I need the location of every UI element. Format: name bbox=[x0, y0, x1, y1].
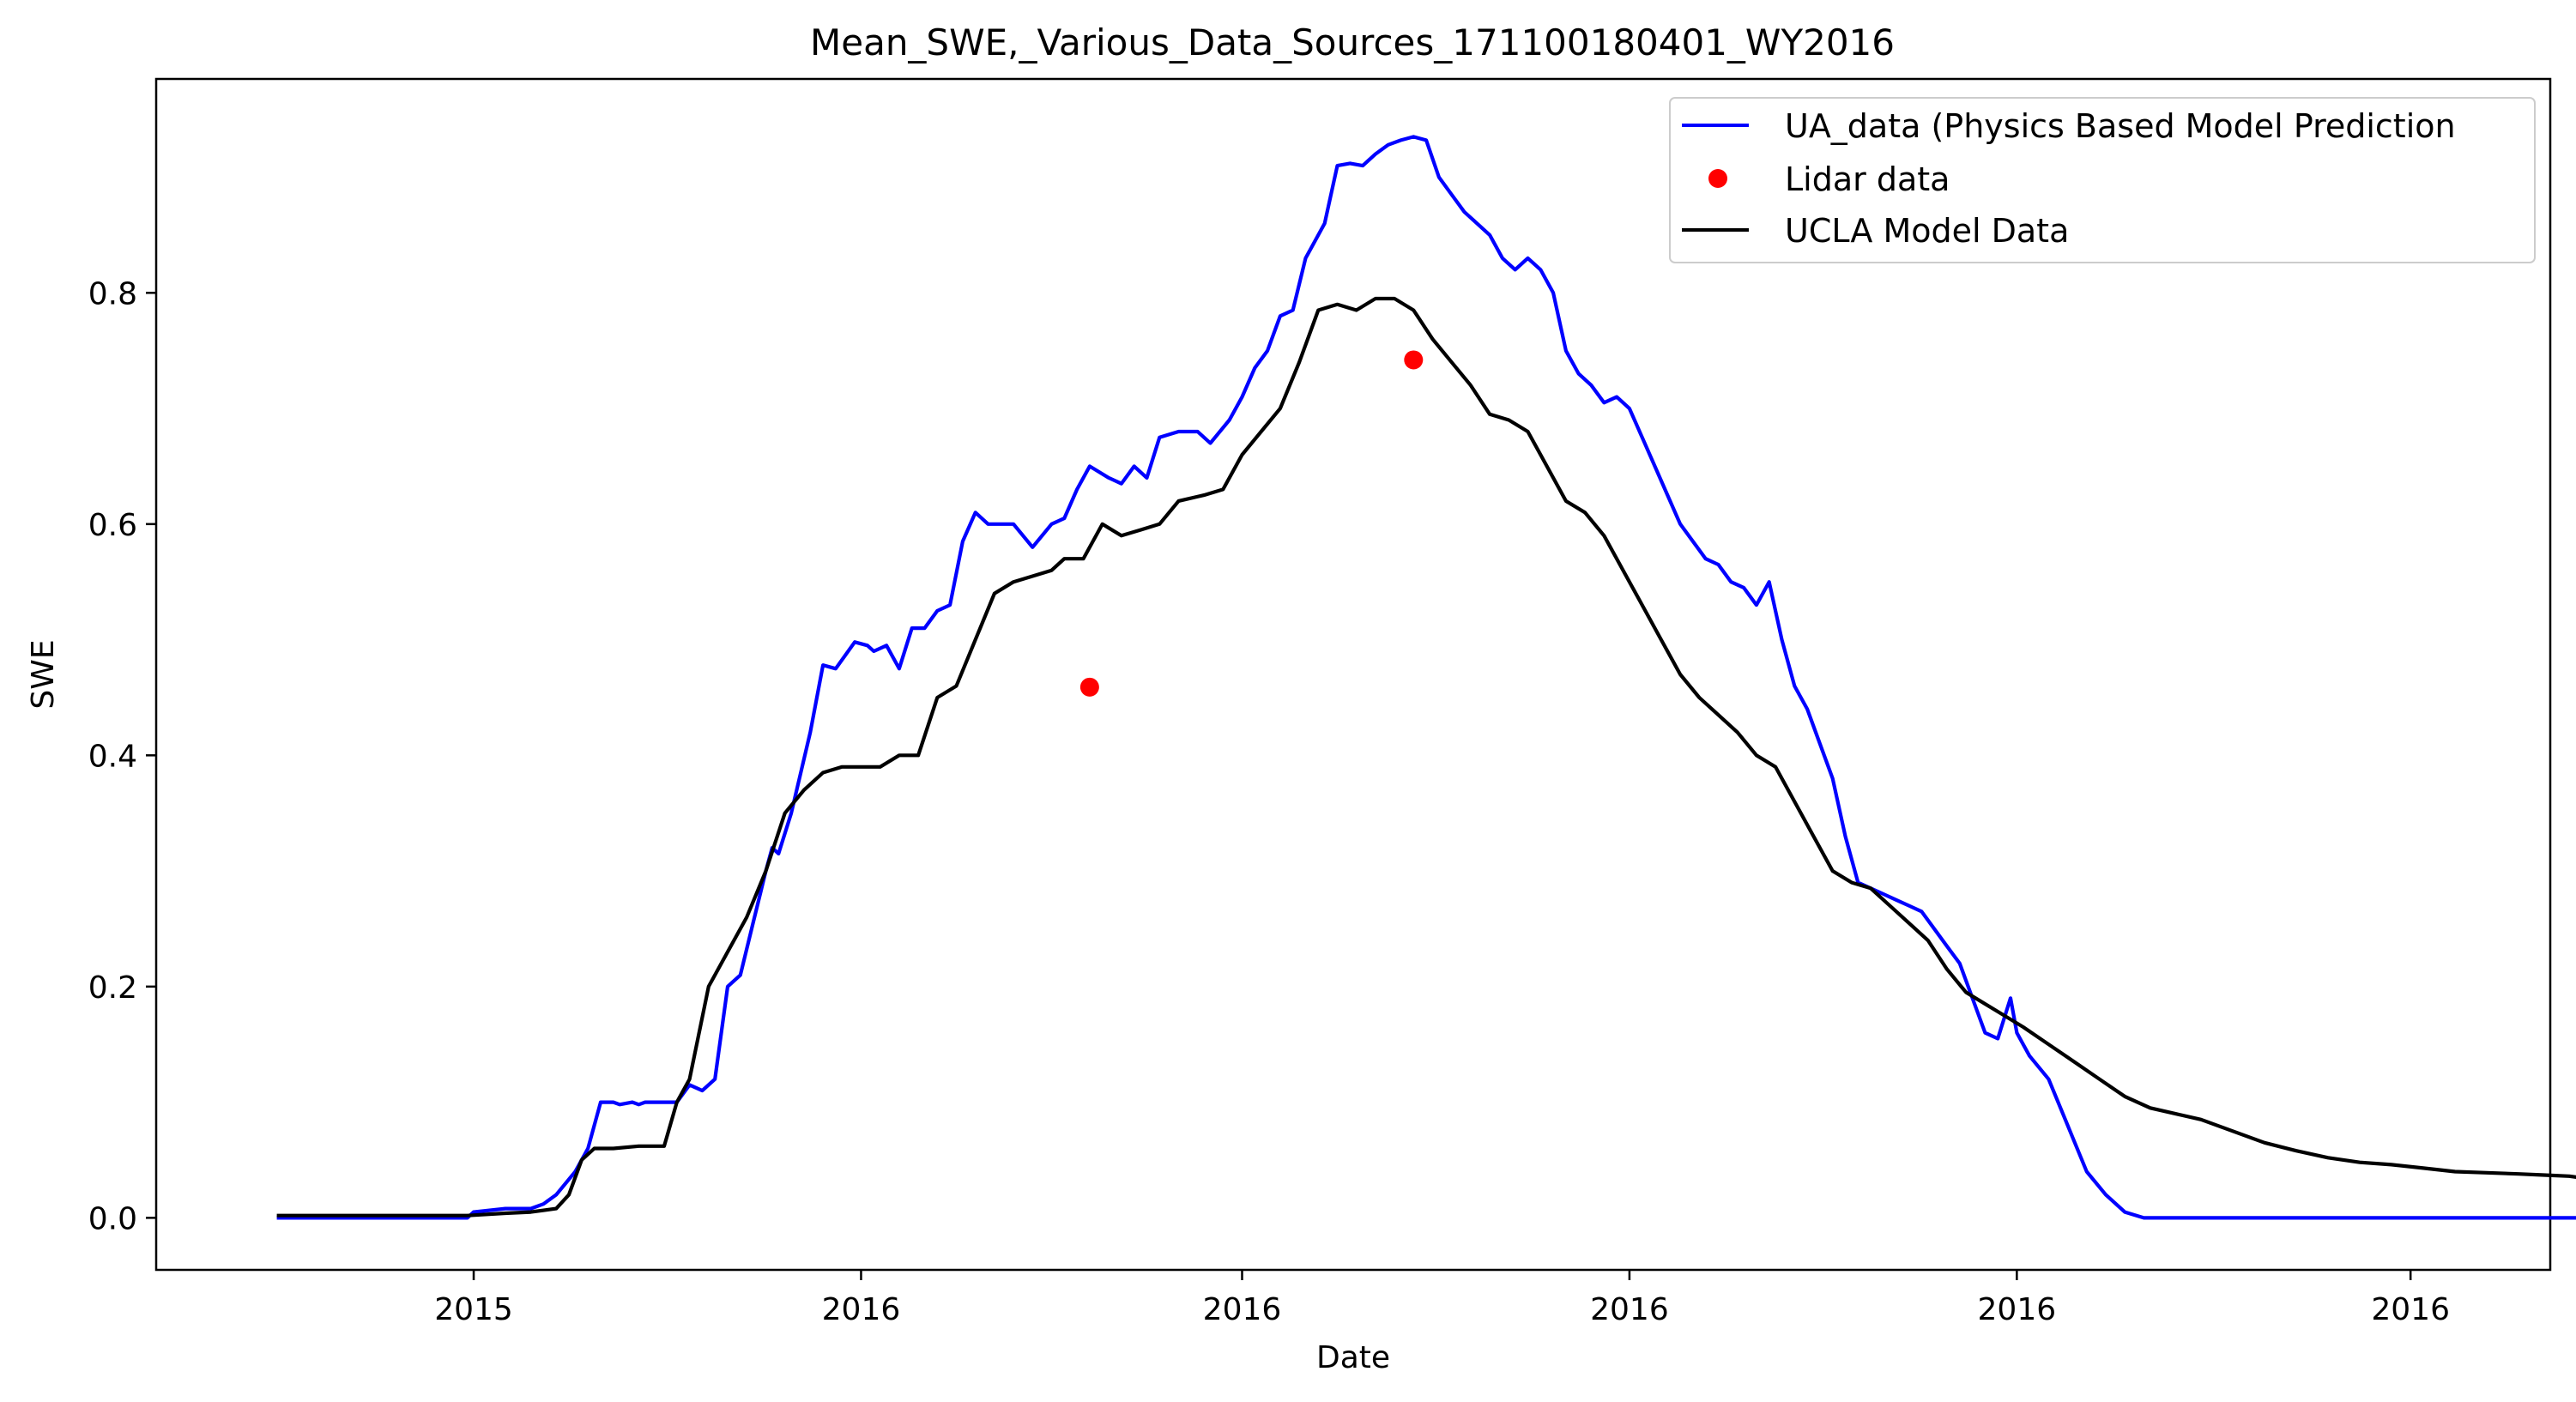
plot-area bbox=[154, 77, 2576, 1272]
y-axis: 0.0 0.2 0.4 0.6 0.8 bbox=[88, 276, 156, 1236]
y-tick-label-1: 0.2 bbox=[88, 970, 137, 1006]
legend-marker-lidar-data bbox=[1708, 169, 1727, 188]
y-axis-label: SWE bbox=[26, 639, 61, 709]
legend-label-ua-data: UA_data (Physics Based Model Prediction bbox=[1785, 107, 2456, 145]
x-tick-label-3: 2016 bbox=[1590, 1292, 1669, 1327]
x-axis-label: Date bbox=[1316, 1340, 1390, 1375]
x-tick-label-5: 2016 bbox=[2371, 1292, 2450, 1327]
y-tick-label-4: 0.8 bbox=[88, 276, 137, 311]
x-tick-label-4: 2016 bbox=[1978, 1292, 2057, 1327]
series-line-ua-data-physics-based-model-prediction bbox=[276, 135, 2576, 1220]
scatter-point-lidar-data-0 bbox=[1079, 677, 1099, 697]
y-tick-label-3: 0.6 bbox=[88, 508, 137, 543]
y-tick-label-2: 0.4 bbox=[88, 739, 137, 774]
series-layer bbox=[276, 135, 2576, 1220]
scatter-point-lidar-data-1 bbox=[1404, 350, 1424, 370]
chart-title: Mean_SWE,_Various_Data_Sources_171100180… bbox=[810, 21, 1895, 63]
legend: UA_data (Physics Based Model Prediction … bbox=[1669, 97, 2536, 263]
x-tick-label-2: 2016 bbox=[1203, 1292, 1282, 1327]
x-tick-label-1: 2016 bbox=[822, 1292, 901, 1327]
legend-frame bbox=[1669, 97, 2536, 263]
legend-label-ucla-model-data: UCLA Model Data bbox=[1785, 212, 2069, 250]
x-tick-label-0: 2015 bbox=[434, 1292, 513, 1327]
y-tick-label-0: 0.0 bbox=[88, 1201, 137, 1236]
x-axis: 2015 2016 2016 2016 2016 2016 bbox=[434, 1270, 2450, 1327]
axes-frame bbox=[154, 77, 2552, 1272]
legend-label-lidar-data: Lidar data bbox=[1785, 160, 1950, 198]
series-line-ucla-model-data bbox=[276, 296, 2576, 1218]
